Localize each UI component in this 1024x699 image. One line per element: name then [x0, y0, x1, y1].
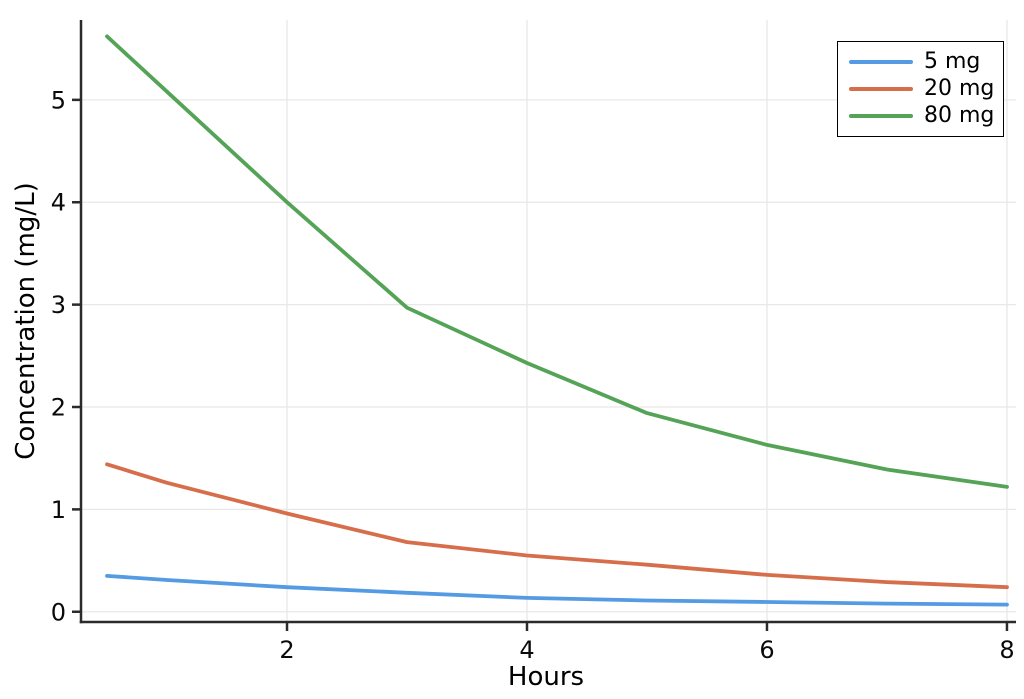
- y-tick-label: 5: [51, 86, 66, 114]
- chart-legend: 5 mg 20 mg 80 mg: [837, 41, 1004, 137]
- legend-label: 20 mg: [924, 76, 995, 101]
- x-axis-label: Hours: [508, 662, 584, 692]
- legend-label: 80 mg: [924, 103, 995, 128]
- axis-layer: 2 4 6 8 0 1 2 3 4 5: [51, 20, 1016, 664]
- legend-line-swatch: [849, 113, 913, 118]
- legend-line-swatch: [849, 59, 913, 64]
- y-tick-label: 3: [51, 291, 66, 319]
- series-layer: [105, 34, 1009, 607]
- legend-item-5-mg: 5 mg: [838, 48, 1003, 75]
- y-tick-label: 0: [51, 598, 66, 626]
- series-line-5-mg: [105, 574, 1009, 607]
- x-tick-label: 8: [999, 636, 1014, 664]
- legend-line-swatch: [849, 86, 913, 91]
- legend-label: 5 mg: [924, 49, 981, 74]
- x-tick-label: 4: [519, 636, 534, 664]
- legend-item-80-mg: 80 mg: [838, 102, 1003, 129]
- y-tick-label: 1: [51, 496, 66, 524]
- y-tick-label: 2: [51, 394, 66, 422]
- legend-item-20-mg: 20 mg: [838, 75, 1003, 102]
- x-tick-label: 6: [759, 636, 774, 664]
- y-axis-label: Concentration (mg/L): [11, 182, 41, 460]
- grid-layer: [81, 20, 1016, 622]
- series-line-20-mg: [105, 462, 1009, 590]
- x-tick-label: 2: [279, 636, 294, 664]
- y-tick-label: 4: [51, 189, 66, 217]
- series-line-80-mg: [105, 34, 1009, 489]
